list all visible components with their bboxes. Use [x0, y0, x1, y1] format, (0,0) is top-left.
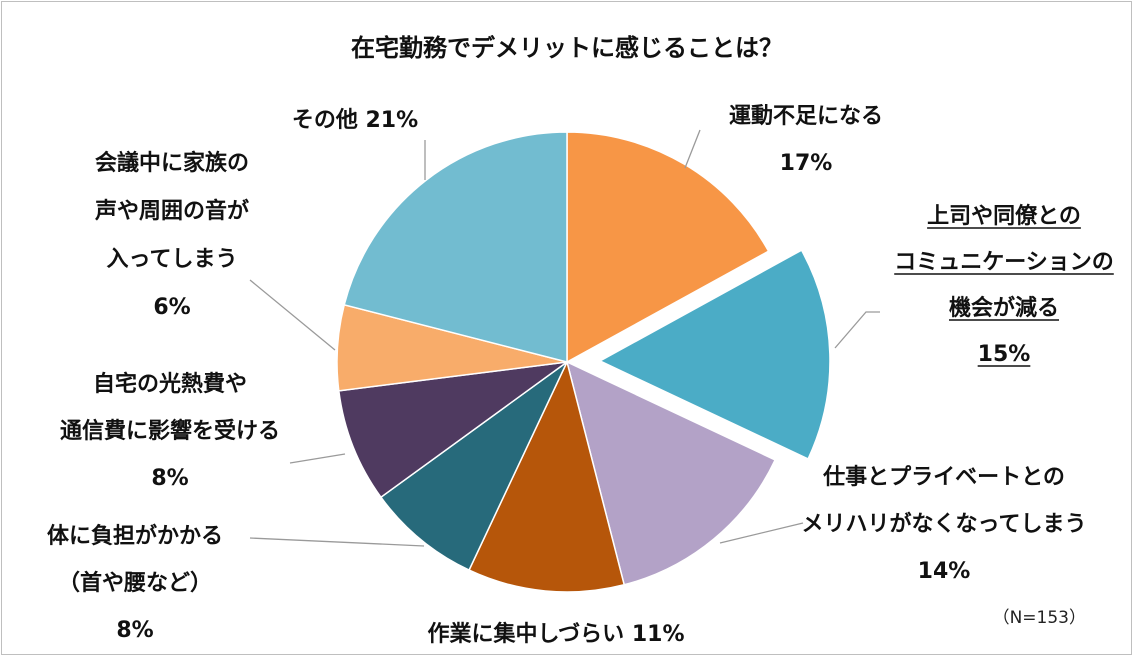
- pie-slice: [468, 359, 626, 593]
- slice-label: 17%: [780, 151, 833, 176]
- slice-label: 通信費に影響を受ける: [60, 418, 280, 444]
- slice-label: 8%: [151, 466, 188, 491]
- slice-label: 運動不足になる: [729, 104, 883, 129]
- slice-label: 上司や同僚との: [927, 203, 1081, 229]
- leader-line: [834, 311, 880, 349]
- sample-size-note: （N=153）: [993, 608, 1086, 628]
- slice-label: 体に負担がかかる: [47, 523, 223, 549]
- slice-label: コミュニケーションの: [894, 250, 1114, 275]
- leader-line: [684, 129, 701, 169]
- slice-label: 作業に集中しづらい 11%: [428, 621, 685, 647]
- pie-slice: [566, 131, 770, 364]
- pie-slices: [336, 131, 831, 593]
- pie-slice: [565, 360, 777, 586]
- slice-label: 声や周囲の音が: [94, 198, 249, 224]
- slice-label: 6%: [153, 295, 190, 320]
- slice-label: メリハリがなくなってしまう: [802, 511, 1087, 537]
- pie-slice: [337, 361, 568, 499]
- slice-label: 機会が減る: [949, 295, 1059, 321]
- slice-label: 8%: [116, 618, 153, 643]
- leader-lines: [249, 129, 880, 547]
- leader-line: [249, 279, 336, 351]
- slice-label: 自宅の光熱費や: [93, 371, 247, 397]
- slice-label: （首や腰など）: [58, 570, 212, 596]
- leader-line: [719, 522, 804, 544]
- slice-label: 15%: [978, 342, 1031, 367]
- slice-label: 会議中に家族の: [95, 150, 249, 176]
- chart-title: 在宅勤務でデメリットに感じることは？: [351, 34, 783, 62]
- leader-line: [289, 453, 346, 464]
- pie-slice: [343, 131, 568, 363]
- slice-label: 14%: [918, 559, 971, 584]
- slice-label: 仕事とプライベートとの: [822, 464, 1065, 490]
- slice-label: 入ってしまう: [107, 247, 238, 272]
- leader-line: [249, 537, 425, 547]
- pie-slice: [379, 361, 568, 572]
- pie-slice: [598, 249, 831, 460]
- slice-label: その他 21%: [292, 108, 418, 133]
